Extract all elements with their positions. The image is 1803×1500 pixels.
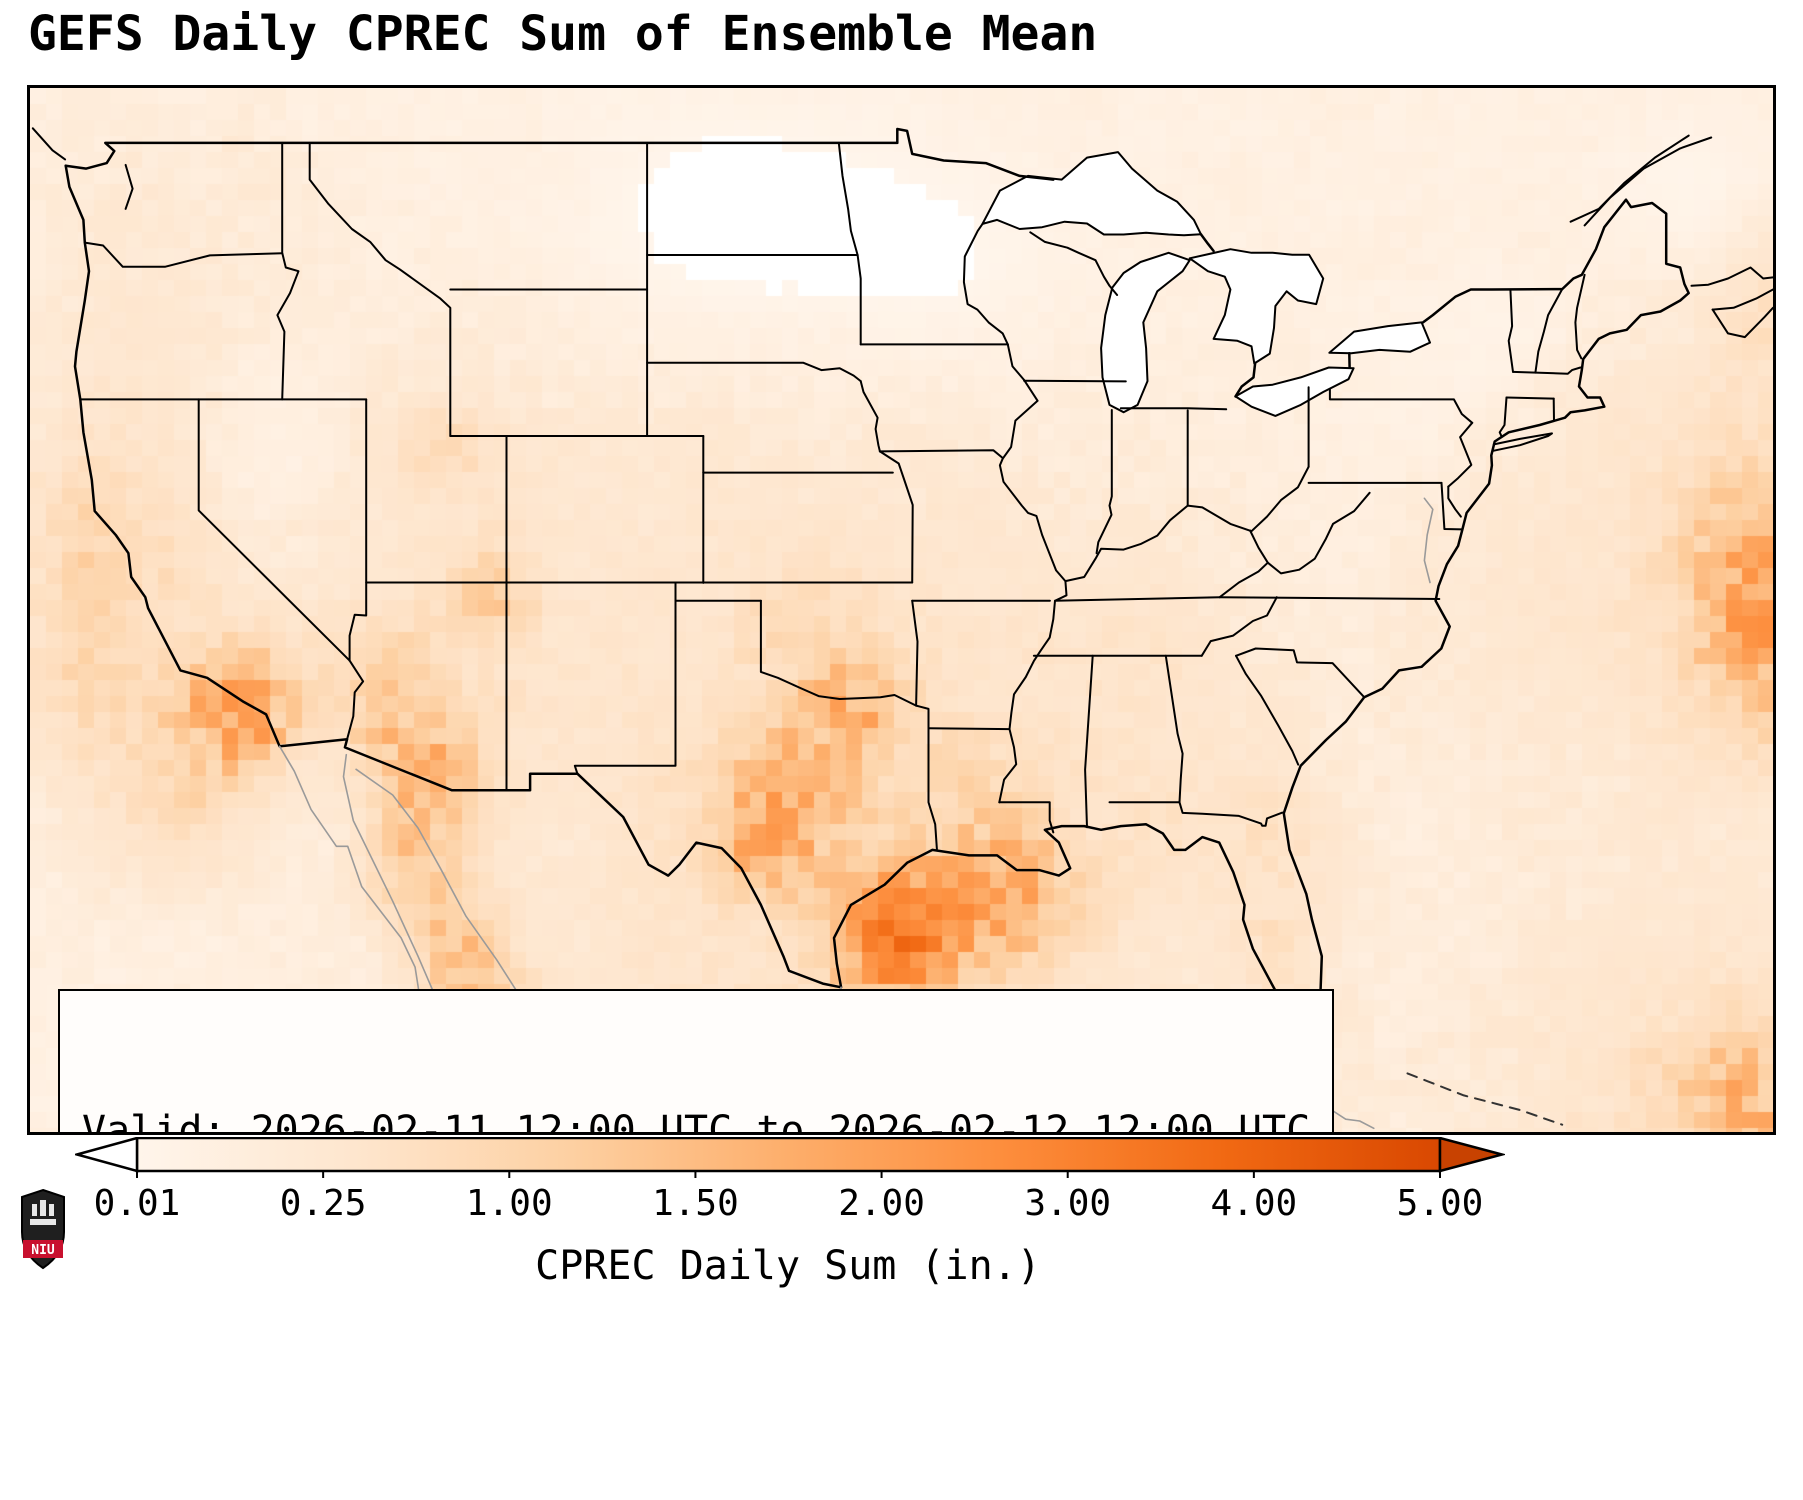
colorbar — [75, 1137, 1505, 1178]
colorbar-tick-label: 1.50 — [652, 1183, 739, 1224]
map-borders-overlay — [31, 127, 1773, 1131]
colorbar-tick-label: 0.01 — [93, 1183, 181, 1224]
colorbar-tick-label: 5.00 — [1396, 1183, 1484, 1224]
niu-castle-icon — [32, 1204, 37, 1216]
colorbar-tick-label: 4.00 — [1210, 1183, 1298, 1224]
map-area: Valid: 2026-02-11 12:00 UTC to 2026-02-1… — [27, 85, 1776, 1135]
valid-text: Valid: 2026-02-11 12:00 UTC to 2026-02-1… — [82, 1107, 1311, 1135]
colorbar-tick-label: 1.00 — [465, 1183, 553, 1224]
colorbar-tick-label: 3.00 — [1024, 1183, 1112, 1224]
colorbar-tick-label: 2.00 — [838, 1183, 925, 1224]
niu-band — [23, 1240, 63, 1258]
colorbar-label: CPREC Daily Sum (in.) — [535, 1243, 1041, 1289]
figure-title: GEFS Daily CPREC Sum of Ensemble Mean — [28, 6, 1098, 62]
precip-heatmap — [30, 88, 1773, 1132]
niu-logo: NIU — [21, 1188, 65, 1270]
valid-run-box: Valid: 2026-02-11 12:00 UTC to 2026-02-1… — [58, 989, 1335, 1135]
niu-text: NIU — [31, 1243, 55, 1258]
colorbar-tick-label: 0.25 — [279, 1183, 367, 1224]
